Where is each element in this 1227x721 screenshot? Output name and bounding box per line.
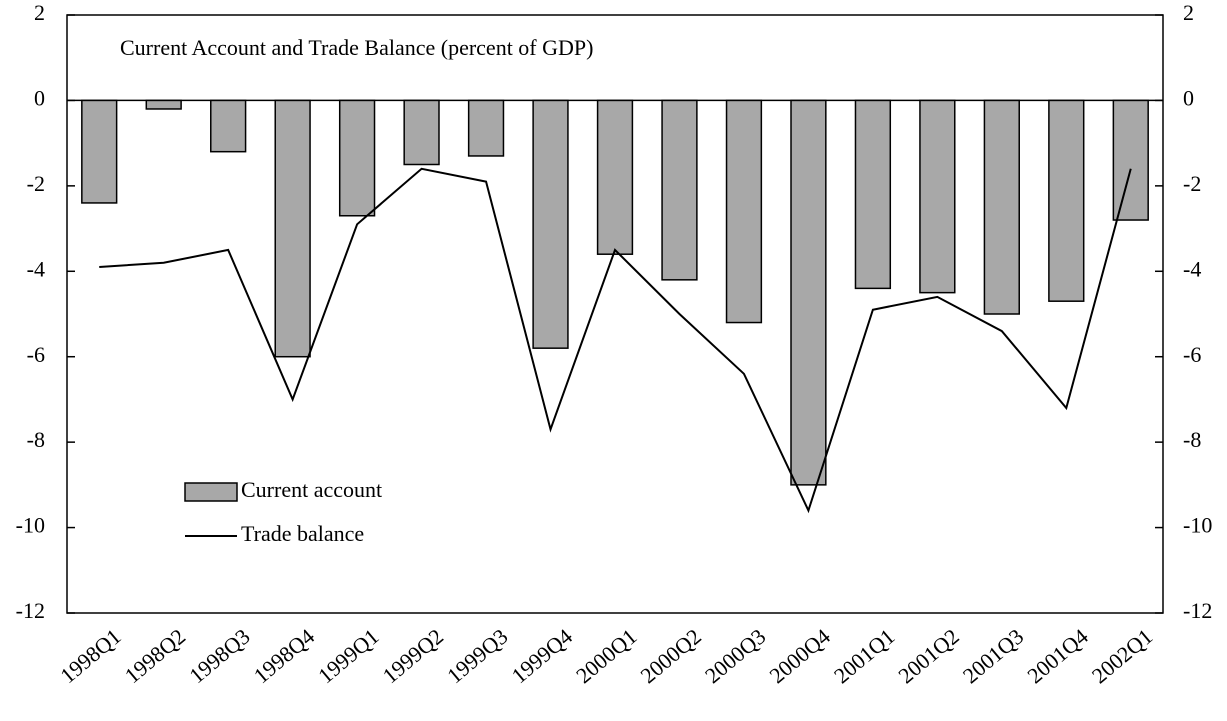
y-tick-label: -4 (27, 256, 45, 281)
x-tick-label: 1998Q4 (249, 624, 319, 689)
bar (661, 99, 698, 281)
bar (983, 99, 1020, 315)
x-tick-label: 2000Q1 (571, 624, 641, 689)
legend-swatch (184, 482, 238, 502)
x-tick-label: 1999Q3 (442, 624, 512, 689)
bar (1112, 99, 1149, 221)
legend-label: Trade balance (241, 521, 364, 546)
bar (532, 99, 569, 349)
x-tick-label: 2001Q3 (958, 624, 1028, 689)
x-tick-label: 1999Q4 (507, 624, 577, 689)
bar (725, 99, 763, 324)
x-tick-label: 1998Q3 (184, 624, 254, 689)
y-tick-label: -10 (16, 513, 45, 538)
line (99, 167, 1132, 514)
bar (145, 99, 182, 110)
y2-tick-label: 2 (1183, 0, 1194, 25)
bar (403, 99, 440, 166)
x-tick-label: 2000Q3 (700, 624, 770, 689)
y2-tick-label: 0 (1183, 85, 1194, 110)
x-tick-label: 2001Q2 (893, 624, 963, 689)
y2-tick-label: -8 (1183, 427, 1201, 452)
bar (919, 99, 956, 294)
x-tick-label: 2001Q4 (1022, 624, 1092, 689)
bar (338, 99, 376, 217)
y-tick-label: 2 (34, 0, 45, 25)
bar (81, 99, 118, 204)
bar (210, 99, 247, 153)
y2-tick-label: -10 (1183, 513, 1212, 538)
x-tick-label: 1999Q2 (378, 624, 448, 689)
x-tick-label: 2001Q1 (829, 624, 899, 689)
y2-tick-label: -4 (1183, 256, 1201, 281)
y-tick-label: 0 (34, 85, 45, 110)
bar (790, 99, 827, 486)
bar (1048, 99, 1085, 302)
bar (274, 99, 311, 358)
y2-tick-label: -12 (1183, 598, 1212, 623)
y2-tick-label: -2 (1183, 171, 1201, 196)
plot-frame (66, 14, 1164, 614)
x-tick-label: 1998Q1 (55, 624, 125, 689)
chart-title: Current Account and Trade Balance (perce… (120, 35, 593, 60)
bar (854, 99, 892, 290)
x-tick-label: 2000Q2 (636, 624, 706, 689)
y-tick-label: -2 (27, 171, 45, 196)
x-tick-label: 2000Q4 (764, 624, 834, 689)
bar (596, 99, 634, 255)
y-tick-label: -6 (27, 342, 45, 367)
x-tick-label: 1998Q2 (120, 624, 190, 689)
bar (467, 99, 505, 157)
x-tick-label: 2002Q1 (1087, 624, 1157, 689)
y2-tick-label: -6 (1183, 342, 1201, 367)
x-tick-label: 1999Q1 (313, 624, 383, 689)
y-tick-label: -12 (16, 598, 45, 623)
legend-label: Current account (241, 477, 382, 502)
y-tick-label: -8 (27, 427, 45, 452)
